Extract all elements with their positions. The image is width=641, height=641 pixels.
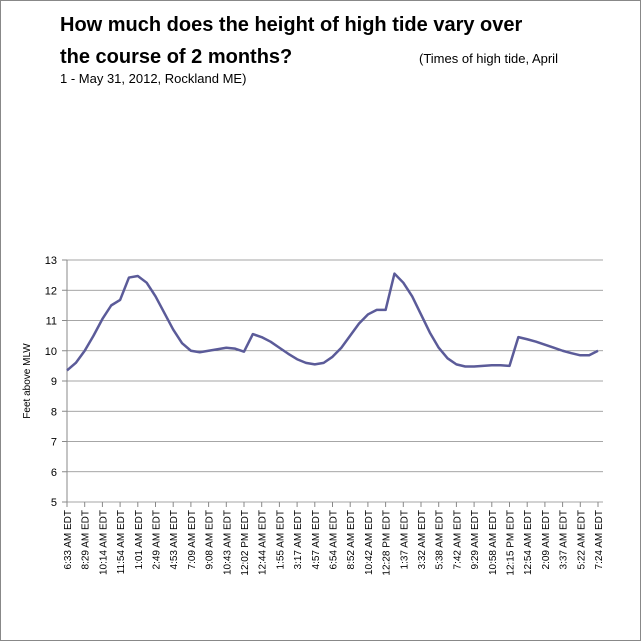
x-tick-label: 6:33 AM EDT (63, 510, 74, 569)
chart-subtitle: 1 - May 31, 2012, Rockland ME) (60, 71, 246, 86)
x-tick-label: 12:54 AM EDT (523, 510, 534, 575)
x-tick-label: 12:15 PM EDT (506, 510, 517, 576)
x-tick-label: 5:22 AM EDT (576, 510, 587, 569)
x-tick-label: 7:24 AM EDT (594, 510, 605, 569)
chart-title: How much does the height of high tide va… (60, 14, 522, 36)
x-tick-label: 7:09 AM EDT (187, 510, 198, 569)
x-tick-label: 12:02 PM EDT (240, 510, 251, 576)
x-tick-label: 4:57 AM EDT (311, 510, 322, 569)
x-tick-label: 1:01 AM EDT (134, 510, 145, 569)
data-line (66, 272, 599, 372)
chart-subtitle: (Times of high tide, April (419, 51, 558, 66)
x-tick-label: 10:43 AM EDT (222, 510, 233, 575)
x-tick-label: 6:54 AM EDT (329, 510, 340, 569)
y-tick-label: 10 (45, 346, 57, 358)
x-tick-label: 9:29 AM EDT (470, 510, 481, 569)
x-tick-label: 10:14 AM EDT (98, 510, 109, 575)
x-tick-label: 11:54 AM EDT (116, 510, 127, 574)
x-tick-label: 1:55 AM EDT (275, 510, 286, 569)
y-tick-label: 13 (45, 255, 57, 267)
x-tick-label: 1:37 AM EDT (399, 510, 410, 569)
x-tick-label: 10:58 AM EDT (488, 510, 499, 575)
y-tick-label: 8 (51, 406, 57, 418)
y-tick-label: 6 (51, 467, 57, 479)
x-tick-label: 9:08 AM EDT (205, 510, 216, 569)
x-tick-label: 2:09 AM EDT (541, 510, 552, 569)
x-tick-label: 7:42 AM EDT (452, 510, 463, 569)
x-tick-label: 2:49 AM EDT (152, 510, 163, 569)
x-tick-label: 8:52 AM EDT (346, 510, 357, 569)
x-tick-label: 3:32 AM EDT (417, 510, 428, 569)
y-tick-label: 12 (45, 285, 57, 297)
x-tick-label: 5:38 AM EDT (435, 510, 446, 569)
x-tick-label: 3:37 AM EDT (559, 510, 570, 569)
y-axis-label: Feet above MLW (22, 343, 33, 419)
x-tick-label: 8:29 AM EDT (81, 510, 92, 569)
y-tick-label: 5 (51, 497, 57, 509)
x-tick-label: 12:44 AM EDT (258, 510, 269, 575)
x-tick-label: 12:28 PM EDT (382, 510, 393, 576)
y-tick-label: 9 (51, 376, 57, 388)
y-tick-label: 11 (46, 316, 57, 328)
x-tick-label: 3:17 AM EDT (293, 510, 304, 569)
x-tick-label: 4:53 AM EDT (169, 510, 180, 569)
chart-title: the course of 2 months? (60, 46, 292, 68)
y-tick-label: 7 (51, 437, 57, 449)
x-tick-label: 10:42 AM EDT (364, 510, 375, 575)
